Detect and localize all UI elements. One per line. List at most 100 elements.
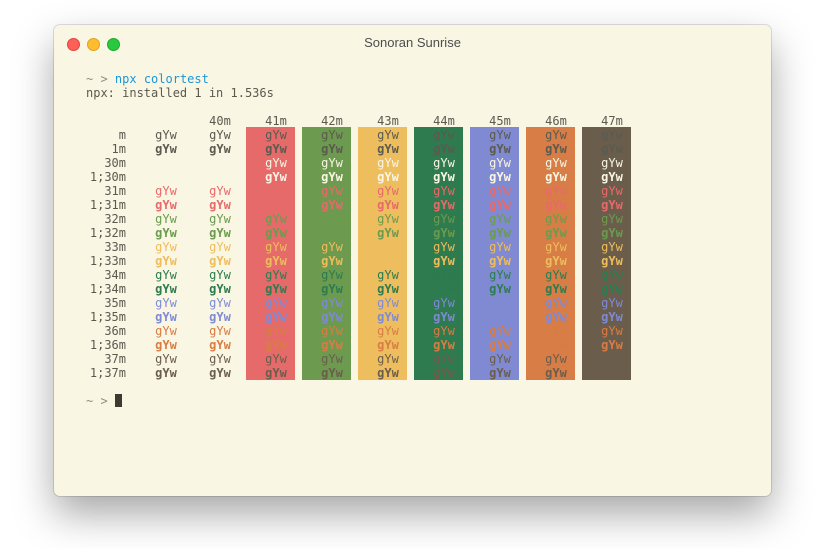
color-sample: gYw	[321, 268, 343, 282]
color-sample: gYw	[321, 212, 343, 226]
command-output: npx: installed 1 in 1.536s	[86, 86, 274, 100]
color-sample: gYw	[433, 282, 455, 296]
color-sample: gYw	[433, 324, 455, 338]
color-sample: gYw	[433, 198, 455, 212]
color-sample: gYw	[321, 310, 343, 324]
color-sample: gYw	[209, 268, 231, 282]
color-sample: gYw	[601, 142, 623, 156]
color-sample: gYw	[545, 128, 567, 142]
color-sample: gYw	[155, 128, 177, 142]
color-sample: gYw	[377, 142, 399, 156]
row-label: 1;30m	[89, 170, 126, 184]
color-sample: gYw	[377, 254, 399, 268]
color-sample: gYw	[377, 198, 399, 212]
color-sample: gYw	[155, 142, 177, 156]
color-sample: gYw	[265, 282, 287, 296]
color-sample: gYw	[377, 212, 399, 226]
row-label: 32m	[104, 212, 126, 226]
color-sample: gYw	[601, 156, 623, 170]
color-sample: gYw	[155, 212, 177, 226]
color-sample: gYw	[377, 128, 399, 142]
color-sample: gYw	[321, 198, 343, 212]
color-sample: gYw	[265, 366, 287, 380]
bg-46m-column	[526, 127, 575, 380]
color-sample: gYw	[545, 184, 567, 198]
color-sample: gYw	[377, 352, 399, 366]
color-sample: gYw	[209, 170, 231, 184]
color-sample: gYw	[433, 142, 455, 156]
color-sample: gYw	[601, 324, 623, 338]
color-sample: gYw	[377, 282, 399, 296]
color-sample: gYw	[433, 240, 455, 254]
bg-45m-column	[470, 127, 519, 380]
color-sample: gYw	[155, 310, 177, 324]
color-sample: gYw	[489, 128, 511, 142]
color-sample: gYw	[209, 226, 231, 240]
color-sample: gYw	[489, 212, 511, 226]
color-sample: gYw	[377, 296, 399, 310]
color-sample: gYw	[155, 170, 177, 184]
color-sample: gYw	[155, 366, 177, 380]
color-sample: gYw	[321, 366, 343, 380]
color-sample: gYw	[377, 156, 399, 170]
command-line: ~ > npx colortest	[86, 72, 209, 86]
color-sample: gYw	[377, 184, 399, 198]
bg-47m-column	[582, 127, 631, 380]
row-label: 36m	[104, 324, 126, 338]
color-sample: gYw	[209, 212, 231, 226]
minimize-window-button[interactable]	[87, 38, 100, 51]
color-sample: gYw	[377, 240, 399, 254]
color-sample: gYw	[209, 282, 231, 296]
color-sample: gYw	[209, 142, 231, 156]
zoom-window-button[interactable]	[107, 38, 120, 51]
color-sample: gYw	[545, 282, 567, 296]
row-label: 33m	[104, 240, 126, 254]
color-sample: gYw	[265, 254, 287, 268]
color-sample: gYw	[601, 296, 623, 310]
color-sample: gYw	[377, 226, 399, 240]
row-label: 1;36m	[89, 338, 126, 352]
color-sample: gYw	[433, 366, 455, 380]
bg-41m-column	[246, 127, 295, 380]
color-sample: gYw	[433, 226, 455, 240]
color-sample: gYw	[433, 352, 455, 366]
row-label: 30m	[104, 156, 126, 170]
color-sample: gYw	[433, 310, 455, 324]
terminal-content[interactable]: ~ > npx colortest npx: installed 1 in 1.…	[54, 25, 771, 496]
window-title: Sonoran Sunrise	[364, 35, 461, 50]
color-sample: gYw	[489, 296, 511, 310]
color-sample: gYw	[265, 296, 287, 310]
terminal-window: Sonoran Sunrise ~ > npx colortest npx: i…	[54, 25, 771, 496]
color-sample: gYw	[265, 128, 287, 142]
color-sample: gYw	[209, 198, 231, 212]
color-sample: gYw	[321, 254, 343, 268]
color-sample: gYw	[155, 198, 177, 212]
color-sample: gYw	[433, 170, 455, 184]
color-sample: gYw	[265, 324, 287, 338]
color-sample: gYw	[601, 226, 623, 240]
color-sample: gYw	[155, 184, 177, 198]
text-cursor	[114, 394, 122, 407]
color-sample: gYw	[321, 240, 343, 254]
color-sample: gYw	[265, 240, 287, 254]
color-sample: gYw	[489, 282, 511, 296]
color-sample: gYw	[265, 226, 287, 240]
color-sample: gYw	[265, 310, 287, 324]
color-sample: gYw	[545, 254, 567, 268]
bg-43m-column	[358, 127, 407, 380]
color-sample: gYw	[489, 352, 511, 366]
color-sample: gYw	[545, 352, 567, 366]
prompt-line[interactable]: ~ >	[86, 394, 122, 408]
color-sample: gYw	[545, 296, 567, 310]
color-sample: gYw	[321, 128, 343, 142]
color-sample: gYw	[155, 268, 177, 282]
command-text: npx colortest	[114, 72, 209, 86]
column-header: 43m	[377, 114, 399, 128]
row-label: 1;32m	[89, 226, 126, 240]
color-sample: gYw	[265, 156, 287, 170]
row-label: 1;33m	[89, 254, 126, 268]
color-sample: gYw	[433, 156, 455, 170]
close-window-button[interactable]	[67, 38, 80, 51]
color-sample: gYw	[601, 184, 623, 198]
color-sample: gYw	[155, 324, 177, 338]
